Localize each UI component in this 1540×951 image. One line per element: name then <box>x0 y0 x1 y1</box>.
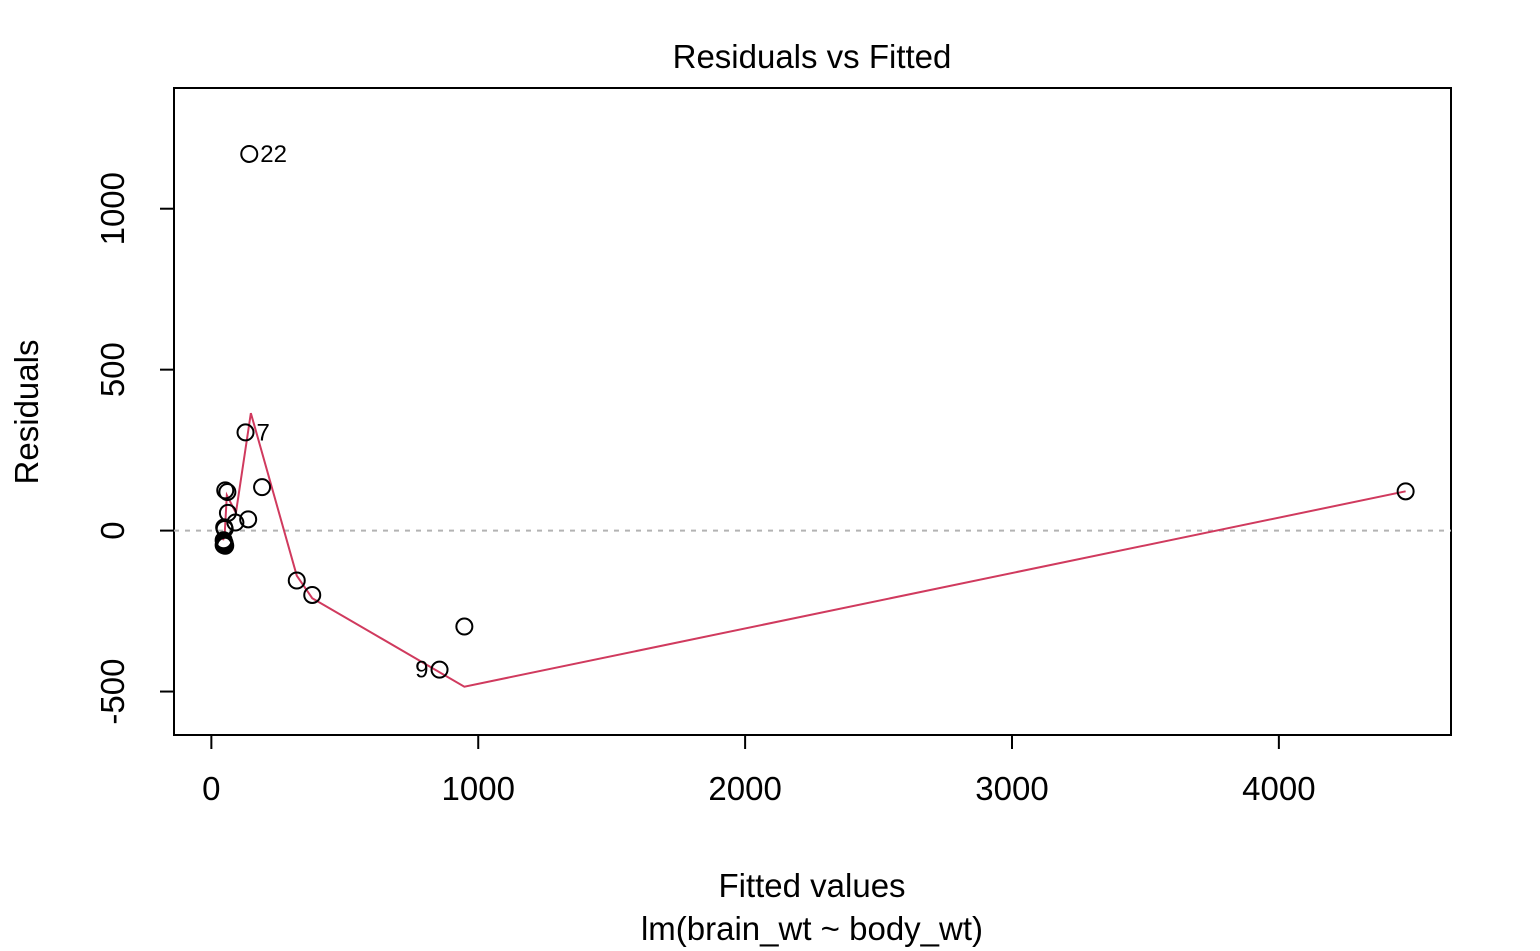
data-point <box>226 513 245 532</box>
point-labels: 22 7 9 <box>257 141 429 684</box>
data-point <box>239 510 258 529</box>
x-tick-label: 0 <box>202 770 220 807</box>
data-point <box>303 585 322 604</box>
data-point <box>455 617 474 636</box>
data-point <box>287 571 306 590</box>
data-point <box>216 481 235 500</box>
smooth-line <box>222 412 1406 688</box>
data-point <box>236 423 255 442</box>
x-tick-label: 3000 <box>975 770 1048 807</box>
data-point <box>216 536 235 555</box>
x-tick-label: 4000 <box>1242 770 1315 807</box>
point-label: 9 <box>415 657 428 684</box>
chart-title: Residuals vs Fitted <box>673 38 952 75</box>
x-tick-label: 2000 <box>708 770 781 807</box>
data-point <box>253 478 272 497</box>
y-axis-label: Residuals <box>8 340 45 485</box>
y-tick-label: 0 <box>94 521 131 539</box>
data-point <box>218 482 237 501</box>
data-point <box>1396 482 1415 501</box>
x-axis: 0 1000 2000 3000 4000 <box>202 734 1316 807</box>
plot-frame <box>173 87 1452 736</box>
x-tick-label: 1000 <box>442 770 515 807</box>
residual-points <box>214 144 1415 679</box>
x-axis-label: Fitted values <box>718 867 905 904</box>
point-label: 22 <box>260 141 287 168</box>
y-tick-label: 500 <box>94 342 131 397</box>
point-label: 7 <box>257 419 270 446</box>
x-axis-sublabel: lm(brain_wt ~ body_wt) <box>641 910 983 947</box>
data-point <box>430 660 449 679</box>
data-point <box>240 144 259 163</box>
y-tick-label: -500 <box>94 659 131 725</box>
y-tick-label: 1000 <box>94 172 131 245</box>
y-axis: -500 0 500 1000 <box>94 172 175 725</box>
